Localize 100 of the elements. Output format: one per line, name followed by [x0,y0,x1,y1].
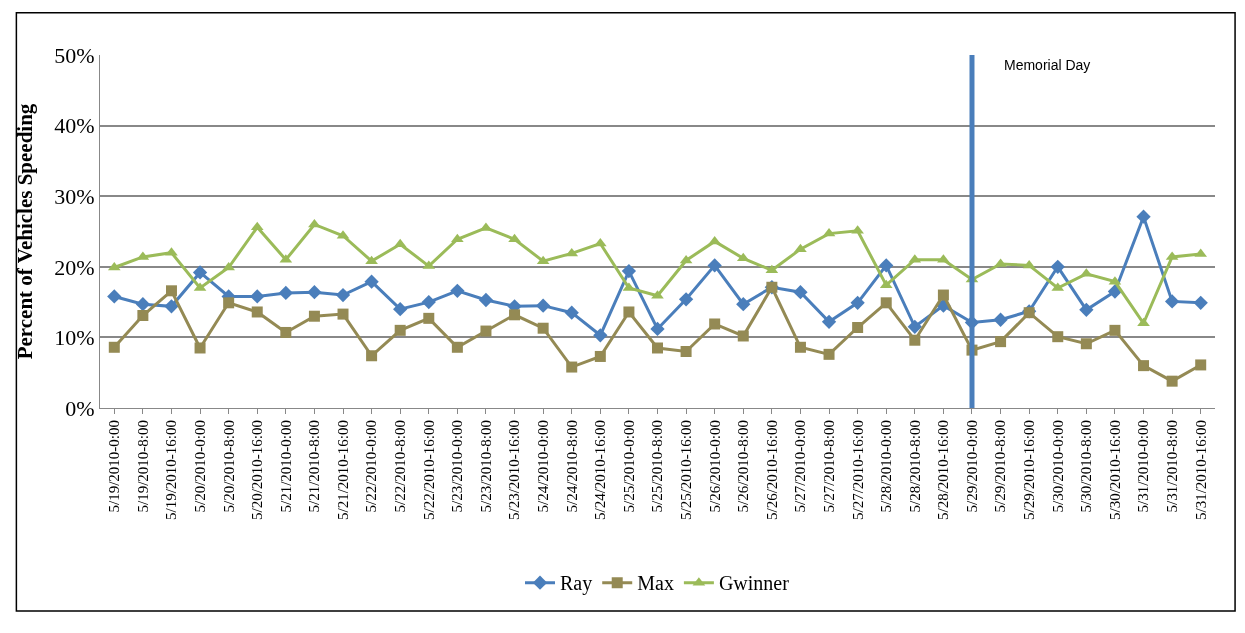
point [393,302,408,317]
point [335,287,351,303]
point [880,297,892,309]
x-tick-label: 5/27/2010-8:00 [820,420,837,513]
x-tick-label: 5/28/2010-8:00 [906,420,923,513]
point [1166,375,1178,387]
point [1052,331,1064,343]
point [135,297,151,312]
point [736,252,750,262]
point [907,319,922,334]
point [165,285,177,297]
point [652,342,663,354]
y-tick-label: 10% [54,325,95,351]
x-tick-label: 5/19/2010-8:00 [134,420,151,513]
y-axis-title: Percent of Vehicles Speeding [13,103,38,360]
point [250,221,264,231]
x-tick-label: 5/29/2010-0:00 [963,420,980,513]
point [451,341,463,353]
point [308,310,320,322]
point [707,258,722,273]
x-tick-label: 5/29/2010-16:00 [1021,420,1038,520]
x-tick-label: 5/26/2010-8:00 [735,420,752,513]
point [565,247,579,257]
x-tick-label: 5/23/2010-8:00 [477,420,494,513]
point [823,348,835,360]
point [251,306,263,318]
point [364,274,379,289]
y-tick-label: 50% [54,42,95,68]
point [450,283,465,298]
point [794,341,806,353]
point [678,292,694,307]
point [909,334,921,346]
point [736,297,751,312]
point [421,294,436,310]
point [1109,324,1121,336]
x-tick-label: 5/26/2010-16:00 [763,420,780,520]
point [280,326,292,338]
point [478,292,494,308]
y-tick-label: 20% [54,254,95,280]
x-tick-label: 5/24/2010-16:00 [592,420,609,520]
point [307,285,322,300]
legend-label: Ray [560,572,593,596]
point [879,258,894,273]
point [1138,360,1150,372]
point [594,350,606,362]
point [1022,259,1036,269]
y-tick-label: 40% [54,113,95,139]
point [821,314,837,330]
point [650,321,665,337]
x-tick-label: 5/21/2010-0:00 [277,420,294,513]
x-tick-label: 5/30/2010-16:00 [1106,420,1123,520]
x-tick-label: 5/20/2010-16:00 [249,420,266,520]
x-tick-label: 5/30/2010-8:00 [1078,420,1095,513]
point [108,341,120,353]
ref-line-label: Memorial Day [1004,57,1091,73]
point [852,322,864,334]
point [337,308,349,320]
point [564,305,579,320]
point [423,312,435,324]
point [1050,259,1065,274]
point [737,330,749,342]
legend-label: Gwinner [718,572,790,595]
point [593,328,608,343]
point [480,325,492,337]
y-tick-label: 0% [65,395,95,421]
x-tick-label: 5/22/2010-8:00 [392,420,409,513]
point [765,264,779,274]
point [164,299,179,314]
point [394,324,406,336]
x-tick-label: 5/28/2010-16:00 [935,420,952,520]
x-tick-label: 5/20/2010-8:00 [220,420,237,513]
point [278,285,293,301]
point [192,265,208,280]
x-tick-label: 5/21/2010-16:00 [334,420,351,520]
point [137,310,149,322]
point [709,318,721,330]
point [995,336,1007,348]
x-tick-label: 5/23/2010-16:00 [506,420,523,520]
point [451,233,464,243]
point [566,361,578,373]
x-tick-label: 5/25/2010-8:00 [649,420,666,513]
x-tick-label: 5/22/2010-16:00 [420,420,437,520]
x-tick-label: 5/28/2010-0:00 [878,420,895,513]
x-tick-label: 5/31/2010-8:00 [1163,420,1180,513]
x-tick-label: 5/31/2010-0:00 [1135,420,1152,513]
point [1164,294,1180,309]
point [679,254,693,264]
point [937,289,949,301]
x-tick-label: 5/31/2010-16:00 [1192,420,1209,520]
x-tick-label: 5/20/2010-0:00 [191,420,208,513]
x-tick-label: 5/22/2010-0:00 [363,420,380,513]
point [366,350,378,362]
point [508,233,521,243]
point [1137,317,1150,327]
x-tick-label: 5/19/2010-16:00 [163,420,180,520]
legend-label: Max [637,572,674,595]
point [1136,209,1151,224]
point [680,346,692,358]
point [194,342,206,354]
point [993,312,1008,327]
